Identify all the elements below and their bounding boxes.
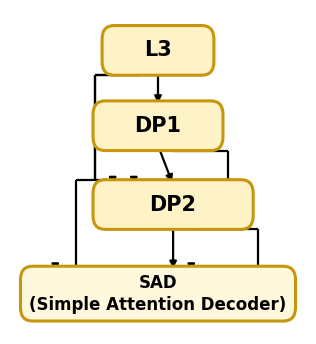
FancyBboxPatch shape bbox=[102, 25, 214, 75]
Text: L3: L3 bbox=[144, 40, 172, 61]
Text: DP2: DP2 bbox=[149, 195, 197, 215]
FancyBboxPatch shape bbox=[93, 101, 223, 151]
Text: DP1: DP1 bbox=[135, 116, 181, 136]
Text: SAD
(Simple Attention Decoder): SAD (Simple Attention Decoder) bbox=[29, 273, 287, 314]
FancyBboxPatch shape bbox=[93, 180, 253, 229]
FancyBboxPatch shape bbox=[21, 266, 295, 321]
